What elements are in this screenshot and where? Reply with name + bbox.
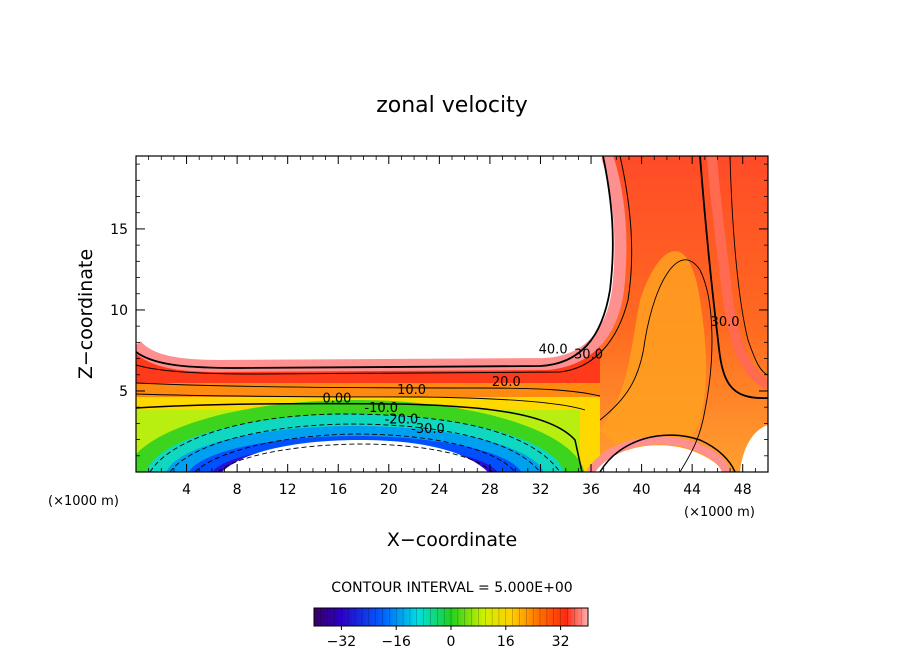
contour-label: 30.0 [574,348,603,363]
field-blank-top [136,156,621,366]
field-pink-rim-right [707,156,768,390]
x-unit-right: (×1000 m) [684,505,755,520]
x-axis-label: X−coordinate [387,529,517,551]
colorbar-tick-label: 16 [497,634,515,650]
x-tick-label: 16 [329,482,347,498]
x-tick-label: 36 [582,482,600,498]
x-tick-label: 8 [233,482,242,498]
contour-line-neg30 [194,433,516,472]
contour-label: -30.0 [411,422,445,437]
contour-label: 0.00 [322,391,351,406]
field-pink-bottom-right [586,436,730,472]
contour-line-lower-right [599,434,736,472]
field-blank-corner [740,425,768,472]
x-tick-label: 48 [734,482,752,498]
contour-line-neg20 [169,423,541,472]
x-tick-label: 24 [430,482,448,498]
contour-label: -20.0 [385,412,419,427]
contour-label: -10.0 [364,401,398,416]
contour-line-vertical-20 [599,259,713,472]
colorbar-tick-label: 0 [447,634,456,650]
chart-title: zonal velocity [376,93,528,118]
y-tick-label: 10 [110,303,128,319]
contour-line-neg10 [149,413,561,472]
x-tick-label: 28 [481,482,499,498]
x-axis: 4 8 12 16 20 24 28 32 36 40 44 48 [148,156,756,498]
contour-line-30 [136,156,633,375]
colorbar-stripes [320,608,582,626]
contour-line-20 [136,382,601,397]
colorbar-tick-label: −16 [381,634,411,650]
contour-label: 20.0 [492,375,521,390]
contour-line-0 [136,402,583,472]
colorbar-ticks: −32 −16 0 16 32 [327,626,570,650]
x-tick-label: 32 [532,482,550,498]
y-axis-label: Z−coordinate [75,249,97,379]
x-tick-label: 12 [279,482,297,498]
colorbar-tick-label: −32 [327,634,357,650]
contour-label: 30.0 [711,315,740,330]
contour-line-neg40 [217,443,493,472]
contour-interval-text: CONTOUR INTERVAL = 5.000E+00 [331,580,572,596]
contour-lines [136,156,768,472]
x-tick-label: 4 [182,482,191,498]
contour-label: 10.0 [397,383,426,398]
y-axis: 5 10 15 [110,163,768,457]
x-unit-left: (×1000 m) [48,494,119,509]
colorbar-tick-label: 32 [552,634,570,650]
contour-line-vertical-30 [699,156,768,399]
contour-line-vertical-40 [729,156,768,376]
contour-line-40 [136,156,614,369]
contour-label: 40.0 [539,343,568,358]
y-tick-label: 15 [110,222,128,238]
x-tick-label: 20 [380,482,398,498]
contour-field [136,156,768,472]
contour-labels: 40.0 30.0 20.0 10.0 0.00 -10.0-20.0-30.0 30.0 [322,315,739,437]
y-tick-label: 5 [119,384,128,400]
x-tick-label: 40 [633,482,651,498]
field-orange-tongue [600,251,707,459]
x-tick-label: 44 [683,482,701,498]
field-pink-rim-top [136,156,627,373]
contour-line-10 [136,393,586,411]
field-blank-bottom-right [595,445,722,472]
